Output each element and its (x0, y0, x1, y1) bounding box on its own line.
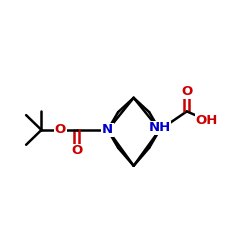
Text: O: O (71, 144, 83, 158)
Text: O: O (54, 124, 66, 136)
Text: OH: OH (196, 114, 218, 126)
Text: NH: NH (148, 122, 171, 134)
Text: N: N (102, 124, 113, 136)
Text: O: O (181, 85, 192, 98)
